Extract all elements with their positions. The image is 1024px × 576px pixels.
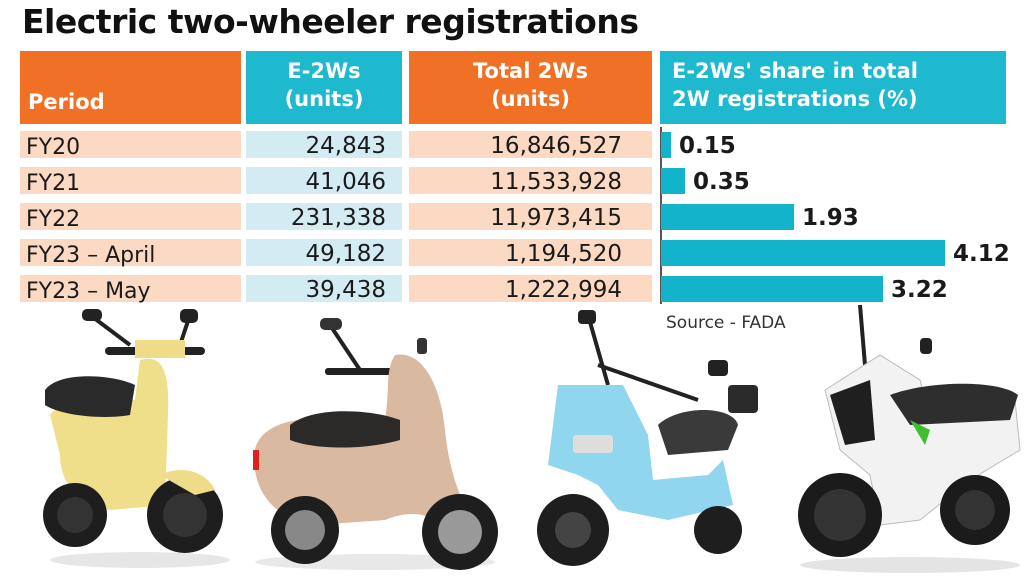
header-period-label: Period (28, 90, 105, 114)
table-row: FY22 231,338 11,973,415 (0, 203, 1024, 232)
table-row: FY20 24,843 16,846,527 (0, 131, 1024, 160)
bar-axis (660, 127, 662, 304)
share-bar (661, 240, 945, 266)
share-bar (661, 204, 794, 230)
header-share-line2: 2W registrations (%) (672, 87, 918, 111)
share-bar-label: 4.12 (953, 241, 1010, 267)
header-share: E-2Ws' share in total 2W registrations (… (660, 51, 1006, 124)
header-total-line2: (units) (491, 87, 570, 111)
share-bar (661, 168, 685, 194)
header-period: Period (20, 51, 241, 124)
total-cell: 16,846,527 (409, 131, 652, 159)
period-cell: FY23 – May (20, 275, 241, 304)
source-note: Source - FADA (666, 313, 786, 333)
e2w-cell: 24,843 (246, 131, 402, 159)
header-e2w-line1: E-2Ws (287, 59, 361, 83)
total-cell: 11,533,928 (409, 167, 652, 195)
share-bar-label: 0.15 (679, 133, 736, 159)
period-cell: FY23 – April (20, 239, 241, 268)
e2w-cell: 41,046 (246, 167, 402, 195)
share-bar-label: 3.22 (891, 277, 948, 303)
share-bar (661, 132, 671, 158)
yellow-scooter-image (20, 305, 230, 570)
e2w-cell: 49,182 (246, 239, 402, 267)
header-total-line1: Total 2Ws (473, 59, 588, 83)
period-cell: FY20 (20, 131, 241, 160)
total-cell: 11,973,415 (409, 203, 652, 231)
total-cell: 1,222,994 (409, 275, 652, 303)
table-row: FY23 – May 39,438 1,222,994 (0, 275, 1024, 304)
table-row: FY23 – April 49,182 1,194,520 (0, 239, 1024, 268)
table-row: FY21 41,046 11,533,928 (0, 167, 1024, 196)
beige-scooter-image (235, 310, 510, 572)
chart-title: Electric two-wheeler registrations (22, 2, 639, 41)
light-blue-scooter-image (528, 305, 763, 573)
total-cell: 1,194,520 (409, 239, 652, 267)
white-scooter-image (770, 300, 1024, 576)
period-cell: FY22 (20, 203, 241, 232)
period-cell: FY21 (20, 167, 241, 196)
share-bar-label: 0.35 (693, 169, 750, 195)
header-total: Total 2Ws (units) (409, 51, 652, 124)
share-bar-label: 1.93 (802, 205, 859, 231)
e2w-cell: 39,438 (246, 275, 402, 303)
header-e2w-line2: (units) (284, 87, 364, 111)
header-share-line1: E-2Ws' share in total (672, 59, 918, 83)
e2w-cell: 231,338 (246, 203, 402, 231)
share-bar (661, 276, 883, 302)
header-e2w: E-2Ws (units) (246, 51, 402, 124)
